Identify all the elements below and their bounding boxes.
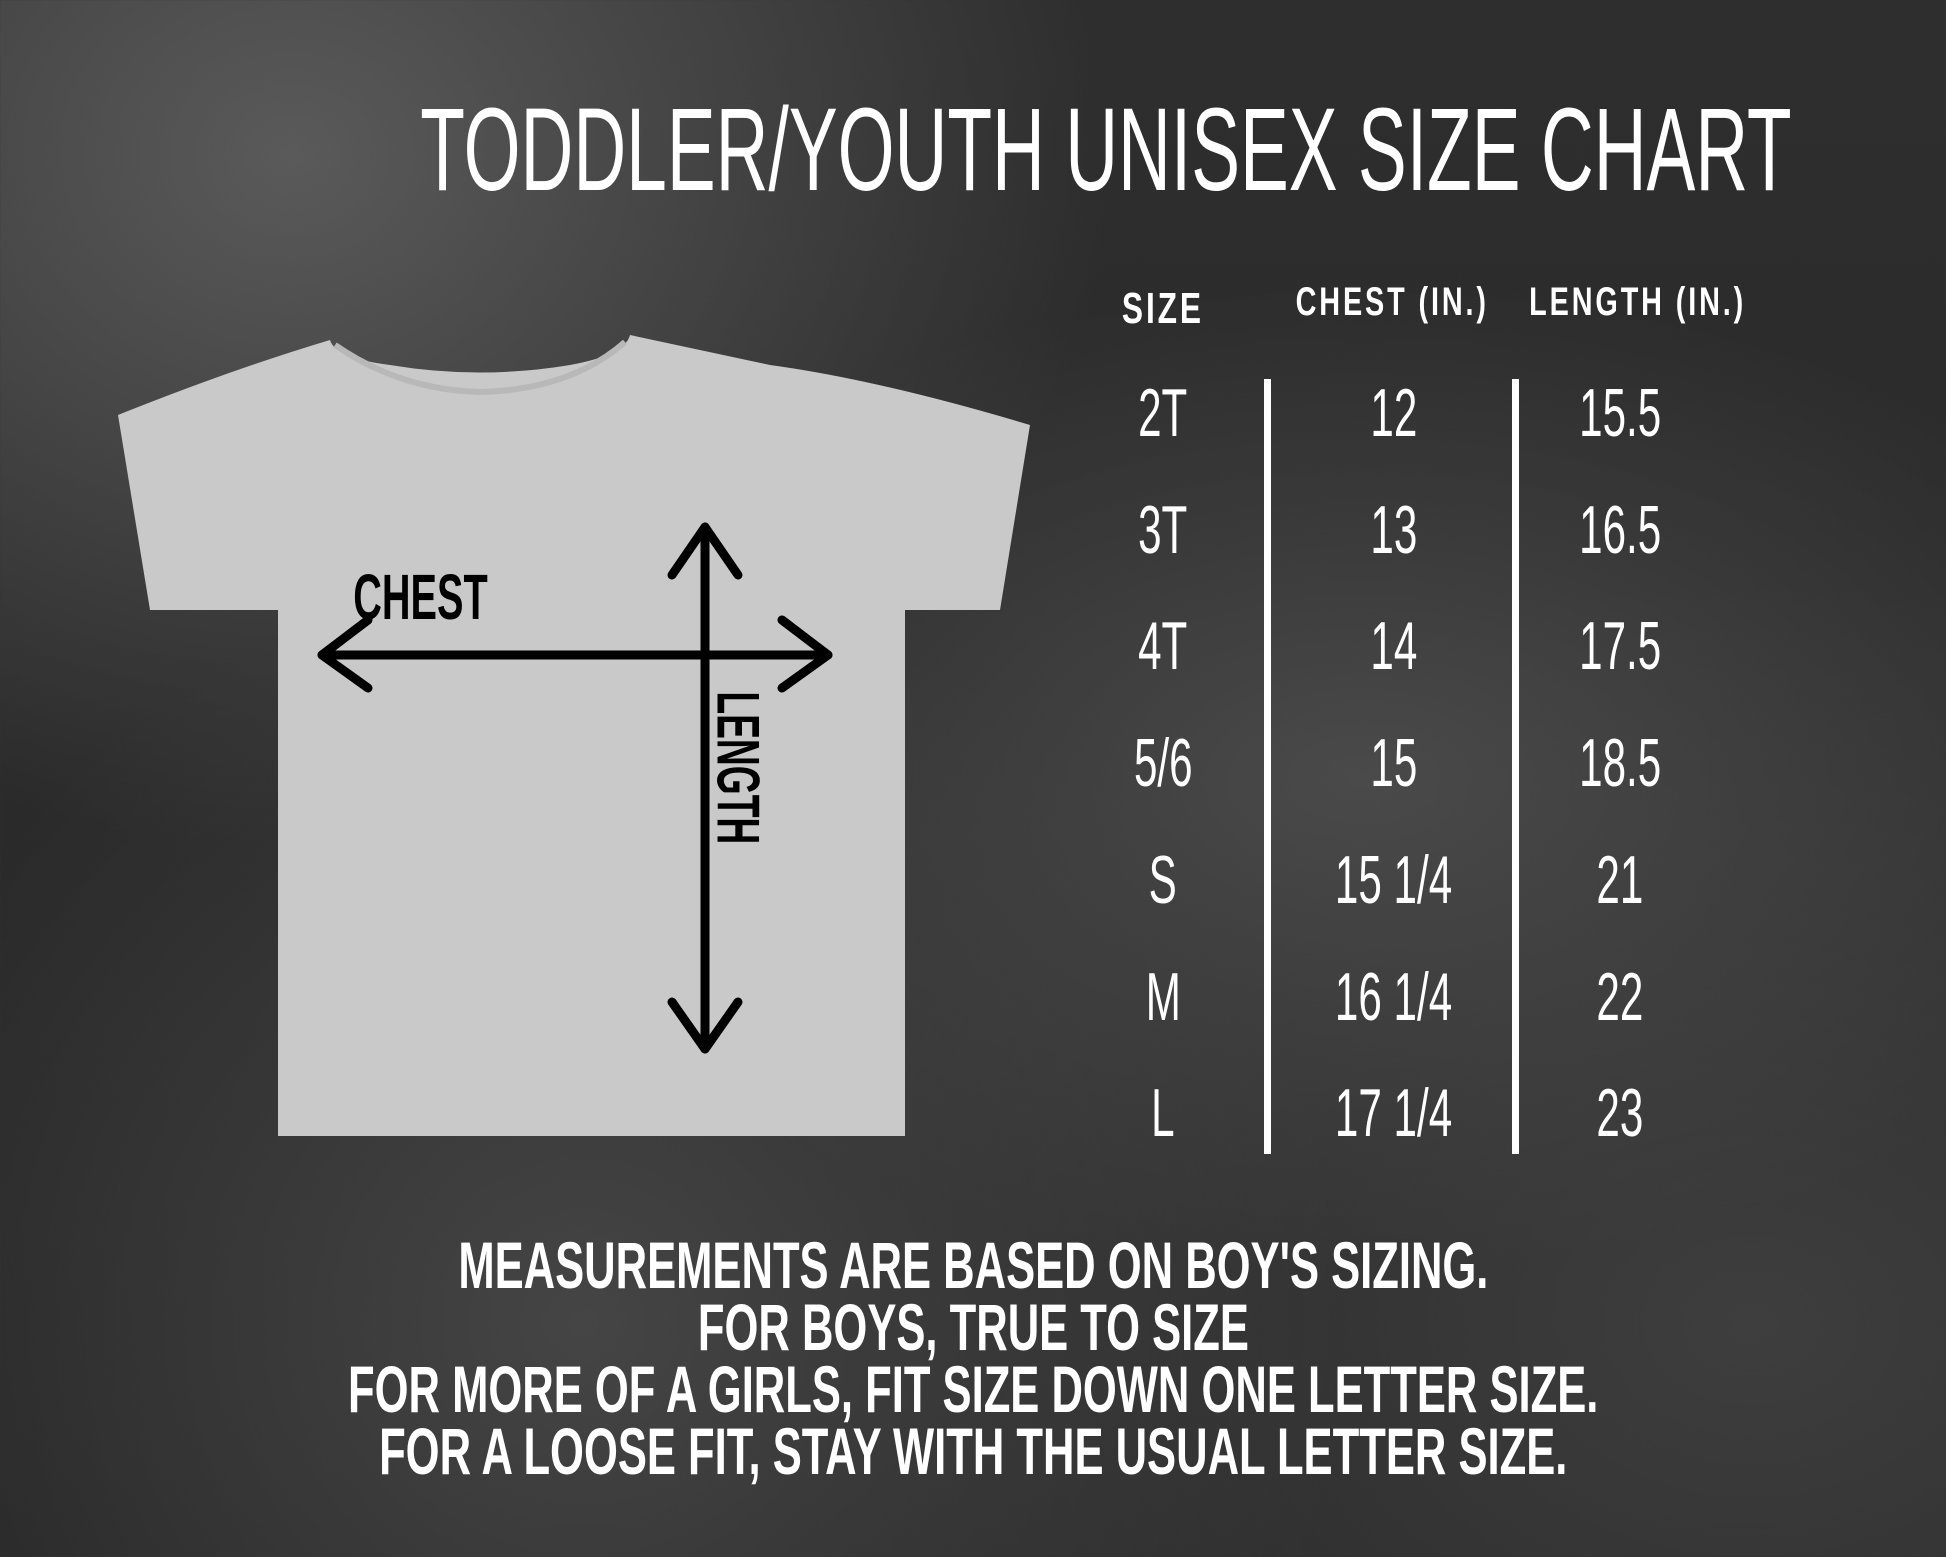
table-cell: 18.5 (1578, 725, 1662, 802)
table-cell: 5/6 (1133, 725, 1193, 802)
table-cell: 21 (1596, 841, 1644, 918)
table-cell: 22 (1596, 958, 1644, 1035)
table-cell: 14 (1370, 608, 1418, 685)
length-label: LENGTH (704, 691, 772, 845)
table-cell: M (1145, 958, 1181, 1035)
header-size: SIZE (1122, 284, 1204, 333)
tshirt-shape (118, 335, 1030, 1136)
page-title: TODDLER/YOUTH UNISEX SIZE CHART (420, 84, 1792, 216)
table-cell: 15 (1370, 725, 1418, 802)
table-cell: 17.5 (1578, 608, 1662, 685)
table-cell: 12 (1370, 375, 1418, 451)
header-chest: CHEST (IN.) (1295, 280, 1489, 324)
table-cell: 16 1/4 (1335, 958, 1453, 1035)
table-cell: 15 1/4 (1335, 841, 1453, 918)
table-cell: L (1151, 1075, 1175, 1152)
column-divider (1512, 379, 1519, 1154)
chest-label: CHEST (352, 561, 488, 633)
note-line: FOR BOYS, TRUE TO SIZE (697, 1290, 1249, 1364)
table-cell: 16.5 (1578, 491, 1662, 568)
note-line: FOR MORE OF A GIRLS, FIT SIZE DOWN ONE L… (347, 1352, 1599, 1426)
table-cell: 23 (1596, 1075, 1644, 1152)
measure-arrows (317, 522, 833, 1054)
note-line: MEASUREMENTS ARE BASED ON BOY'S SIZING. (457, 1228, 1489, 1302)
table-cell: 15.5 (1578, 375, 1662, 451)
table-cell: 17 1/4 (1335, 1075, 1453, 1152)
table-cell: S (1148, 841, 1178, 918)
column-divider (1264, 379, 1271, 1154)
table-cell: 13 (1370, 491, 1418, 568)
table-cell: 3T (1138, 491, 1188, 568)
note-line: FOR A LOOSE FIT, STAY WITH THE USUAL LET… (378, 1414, 1568, 1488)
header-length: LENGTH (IN.) (1529, 280, 1747, 324)
table-cell: 4T (1138, 608, 1188, 685)
table-cell: 2T (1138, 375, 1188, 451)
